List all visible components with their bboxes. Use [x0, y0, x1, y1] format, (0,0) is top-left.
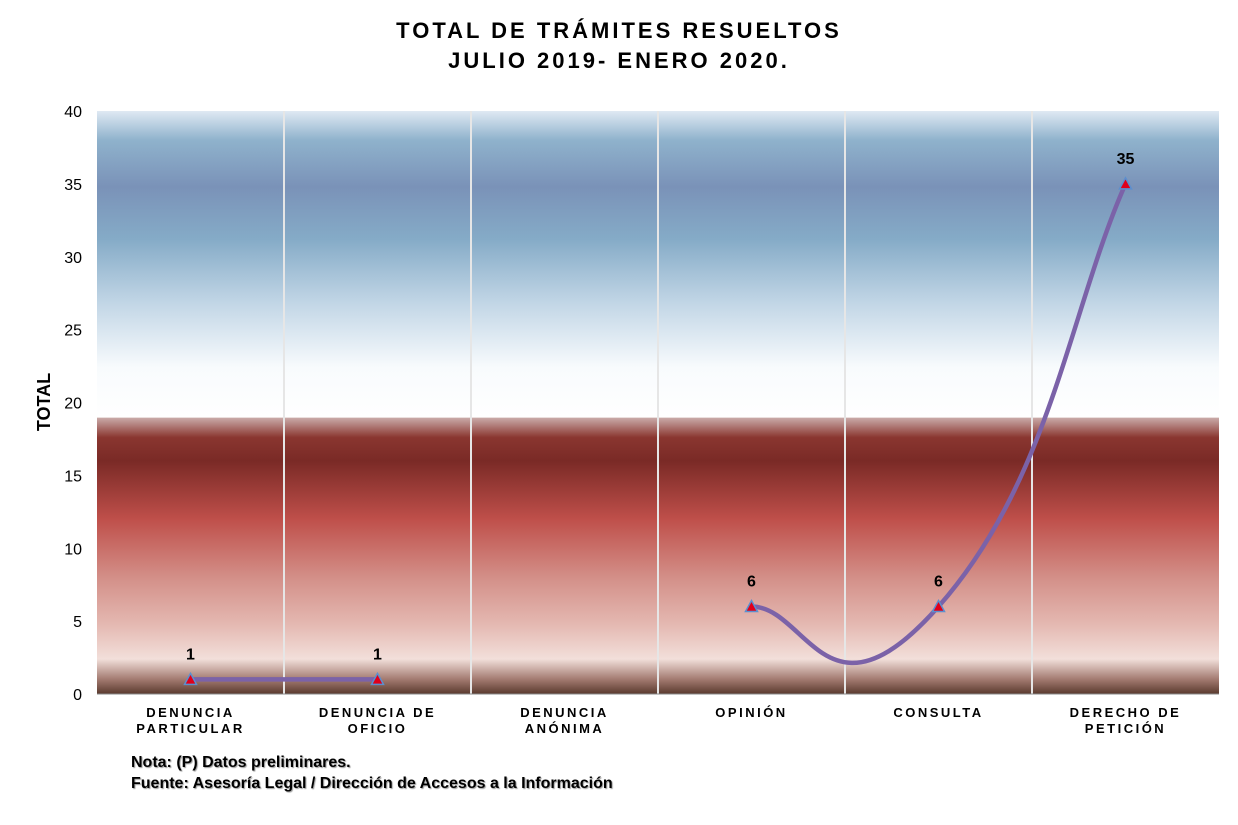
footnote-nota: Nota: (P) Datos preliminares. [131, 754, 351, 771]
series-markers [183, 176, 1133, 686]
y-tick-label: 20 [64, 396, 82, 413]
y-tick-label: 40 [64, 104, 82, 121]
x-category-label: DENUNCIA [520, 705, 609, 720]
y-tick-label: 0 [73, 687, 82, 704]
footnote-fuente: Fuente: Asesoría Legal / Dirección de Ac… [131, 775, 613, 792]
series-line-segment [749, 181, 1128, 666]
y-axis-label: TOTAL [34, 373, 54, 431]
data-labels: 1 1 6 6 35 [186, 151, 1134, 664]
y-tick-label: 5 [73, 614, 82, 631]
data-point-marker [1118, 176, 1133, 190]
series-line [188, 181, 1128, 682]
gridlines [283, 111, 1033, 694]
x-category-label: PARTICULAR [136, 721, 245, 736]
data-label: 6 [747, 574, 756, 591]
data-label: 1 [373, 646, 382, 663]
y-tick-label: 30 [64, 250, 82, 267]
data-point-marker [183, 671, 198, 686]
x-category-label: ANÓNIMA [525, 721, 605, 736]
chart-title-line-2: JULIO 2019- ENERO 2020. [448, 48, 790, 73]
y-tick-label: 25 [64, 323, 82, 340]
x-category-label: DERECHO DE [1070, 705, 1182, 720]
y-tick-label: 15 [64, 468, 82, 485]
x-category-label: OFICIO [348, 721, 408, 736]
chart-title-line-1: TOTAL DE TRÁMITES RESUELTOS [396, 18, 842, 43]
data-point-marker [744, 598, 759, 613]
data-point-marker [370, 671, 385, 686]
x-category-label: DENUNCIA [146, 705, 235, 720]
x-category-label: CONSULTA [893, 705, 983, 720]
x-category-label: DENUNCIA DE [319, 705, 436, 720]
data-label: 1 [186, 646, 195, 663]
data-point-marker [931, 598, 946, 613]
x-category-label: PETICIÓN [1085, 721, 1166, 736]
data-label: 35 [1117, 151, 1135, 168]
data-label: 6 [934, 574, 943, 591]
y-tick-label: 35 [64, 177, 82, 194]
x-category-label: OPINIÓN [715, 705, 787, 720]
y-axis-ticks: 0 5 10 15 20 25 30 35 40 [64, 104, 82, 704]
y-tick-label: 10 [64, 541, 82, 558]
